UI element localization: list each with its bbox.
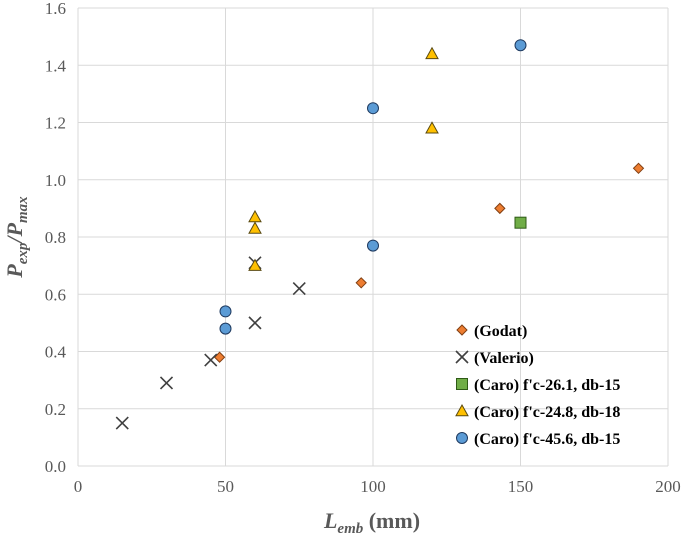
legend-marker-square bbox=[456, 378, 468, 390]
legend-marker-diamond bbox=[456, 324, 468, 336]
y-axis-title-den: P bbox=[2, 222, 27, 237]
axis-layer bbox=[77, 8, 668, 467]
x-axis-title: Lemb (mm) bbox=[323, 508, 420, 537]
data-point-godat bbox=[632, 162, 645, 175]
y-tick-label: 1.0 bbox=[45, 171, 66, 190]
y-tick-label: 0.0 bbox=[45, 457, 66, 476]
legend: (Godat) (Valerio) (Caro) f'c-26.1, db-15 (C… bbox=[455, 323, 620, 448]
data-point-caro-f-c-45-6-db-15 bbox=[219, 305, 232, 318]
x-tick-label: 100 bbox=[360, 477, 386, 496]
data-point-caro-f-c-45-6-db-15 bbox=[514, 39, 527, 52]
x-tick-label: 150 bbox=[508, 477, 534, 496]
data-point-godat bbox=[494, 202, 506, 215]
x-tick-label: 200 bbox=[655, 477, 681, 496]
legend-label: (Caro) f'c-26.1, db-15 bbox=[474, 377, 620, 394]
data-point-caro-f-c-26-1-db-15 bbox=[514, 216, 527, 229]
legend-label: (Valerio) bbox=[474, 350, 534, 367]
y-axis-title-num-sub: exp bbox=[15, 242, 31, 264]
y-tick-label: 0.4 bbox=[45, 343, 67, 362]
legend-marker-triangle bbox=[455, 403, 469, 417]
data-point-caro-f-c-24-8-db-18 bbox=[248, 258, 262, 271]
y-tick-label: 0.6 bbox=[45, 285, 66, 304]
y-tick-label: 1.2 bbox=[45, 114, 66, 133]
data-point-caro-f-c-45-6-db-15 bbox=[367, 239, 379, 252]
legend-marker-circle bbox=[456, 432, 468, 444]
x-tick-label: 0 bbox=[74, 477, 83, 496]
data-point-caro-f-c-24-8-db-18 bbox=[425, 46, 439, 60]
y-axis-title-den-sub: max bbox=[15, 196, 31, 223]
legend-label: (Godat) bbox=[474, 323, 527, 340]
y-axis-title-num: P bbox=[2, 264, 27, 279]
data-point-caro-f-c-24-8-db-18 bbox=[248, 221, 262, 234]
data-point-layer bbox=[115, 39, 645, 430]
grid-layer bbox=[78, 7, 669, 466]
y-tick-label: 0.2 bbox=[45, 400, 66, 419]
y-tick-label: 0.8 bbox=[45, 228, 66, 247]
y-axis-title-sep: / bbox=[2, 235, 27, 245]
legend-marker-x bbox=[455, 350, 469, 364]
y-tick-label: 1.4 bbox=[45, 56, 67, 75]
data-point-caro-f-c-24-8-db-18 bbox=[248, 209, 262, 223]
legend-label: (Caro) f'c-45.6, db-15 bbox=[474, 431, 620, 448]
data-point-valerio bbox=[204, 353, 218, 367]
x-tick-label: 50 bbox=[217, 477, 234, 496]
y-axis-title: Pexp/Pmax bbox=[2, 196, 31, 279]
tick-label-layer: 0 50 100 150 200 0.0 0.2 0.4 0.6 0.8 1.0 1.2 1.4 1.6 bbox=[45, 0, 681, 496]
x-axis-title-main: L bbox=[323, 508, 337, 533]
y-tick-label: 1.6 bbox=[45, 0, 66, 18]
data-point-godat bbox=[355, 277, 367, 289]
legend-label: (Caro) f'c-24.8, db-18 bbox=[474, 404, 620, 421]
x-axis-title-sub: emb bbox=[337, 521, 363, 537]
data-point-caro-f-c-45-6-db-15 bbox=[367, 102, 379, 115]
data-point-caro-f-c-24-8-db-18 bbox=[425, 121, 439, 134]
data-point-valerio bbox=[115, 416, 129, 430]
data-point-valerio bbox=[248, 316, 262, 330]
data-point-valerio bbox=[292, 281, 306, 296]
data-point-caro-f-c-45-6-db-15 bbox=[219, 322, 232, 335]
data-point-valerio bbox=[159, 376, 174, 390]
x-axis-title-unit: (mm) bbox=[363, 508, 420, 533]
